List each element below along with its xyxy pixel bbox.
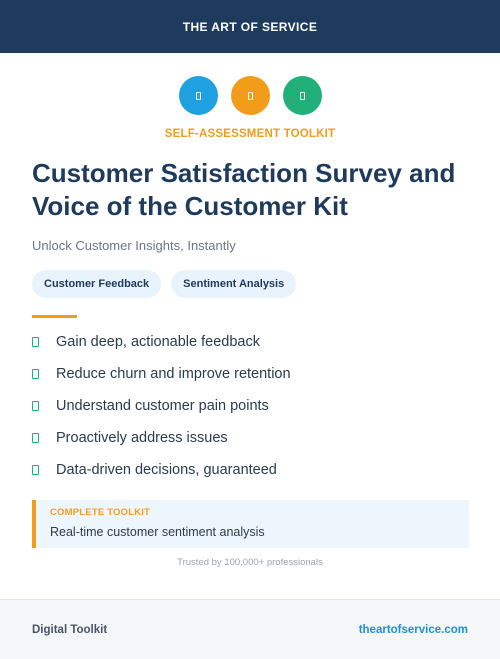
- feature-list: Gain deep, actionable feedback Reduce ch…: [32, 326, 291, 486]
- list-item: Proactively address issues: [32, 422, 291, 454]
- check-icon: [32, 465, 39, 475]
- list-item: Reduce churn and improve retention: [32, 358, 291, 390]
- tag-list: Customer Feedback Sentiment Analysis: [32, 270, 297, 298]
- check-icon: [32, 401, 39, 411]
- list-item: Understand customer pain points: [32, 390, 291, 422]
- eyebrow-label: SELF-ASSESSMENT TOOLKIT: [164, 128, 336, 140]
- feature-text: Reduce churn and improve retention: [56, 366, 291, 382]
- list-item: Gain deep, actionable feedback: [32, 326, 291, 358]
- page-title: Customer Satisfaction Survey and Voice o…: [32, 158, 456, 221]
- list-item: Data-driven decisions, guaranteed: [32, 454, 291, 486]
- tag-customer-feedback: Customer Feedback: [32, 270, 162, 298]
- feature-text: Data-driven decisions, guaranteed: [56, 462, 277, 478]
- feature-text: Gain deep, actionable feedback: [56, 334, 260, 350]
- brand-header: THE ART OF SERVICE: [0, 0, 500, 53]
- footer-label: Digital Toolkit: [32, 623, 108, 636]
- tag-sentiment-analysis: Sentiment Analysis: [171, 270, 297, 298]
- feature-text: Understand customer pain points: [56, 398, 269, 414]
- callout-label: COMPLETE TOOLKIT: [50, 507, 151, 518]
- subtitle: Unlock Customer Insights, Instantly: [32, 238, 236, 253]
- footer: Digital Toolkit theartofservice.com: [0, 599, 500, 659]
- check-icon: [32, 369, 39, 379]
- trust-note: Trusted by 100,000+ professionals: [177, 557, 323, 568]
- website-link[interactable]: theartofservice.com: [358, 623, 468, 636]
- document-icon: [178, 76, 218, 115]
- document-icon: [230, 76, 270, 115]
- callout-box: COMPLETE TOOLKIT Real-time customer sent…: [32, 500, 469, 548]
- feature-text: Proactively address issues: [56, 430, 228, 446]
- accent-divider: [32, 315, 77, 318]
- callout-text: Real-time customer sentiment analysis: [50, 525, 265, 539]
- check-icon: [32, 337, 39, 347]
- check-icon: [32, 433, 39, 443]
- icon-row: [0, 76, 500, 115]
- document-icon: [282, 76, 322, 115]
- brand-name: THE ART OF SERVICE: [182, 19, 318, 34]
